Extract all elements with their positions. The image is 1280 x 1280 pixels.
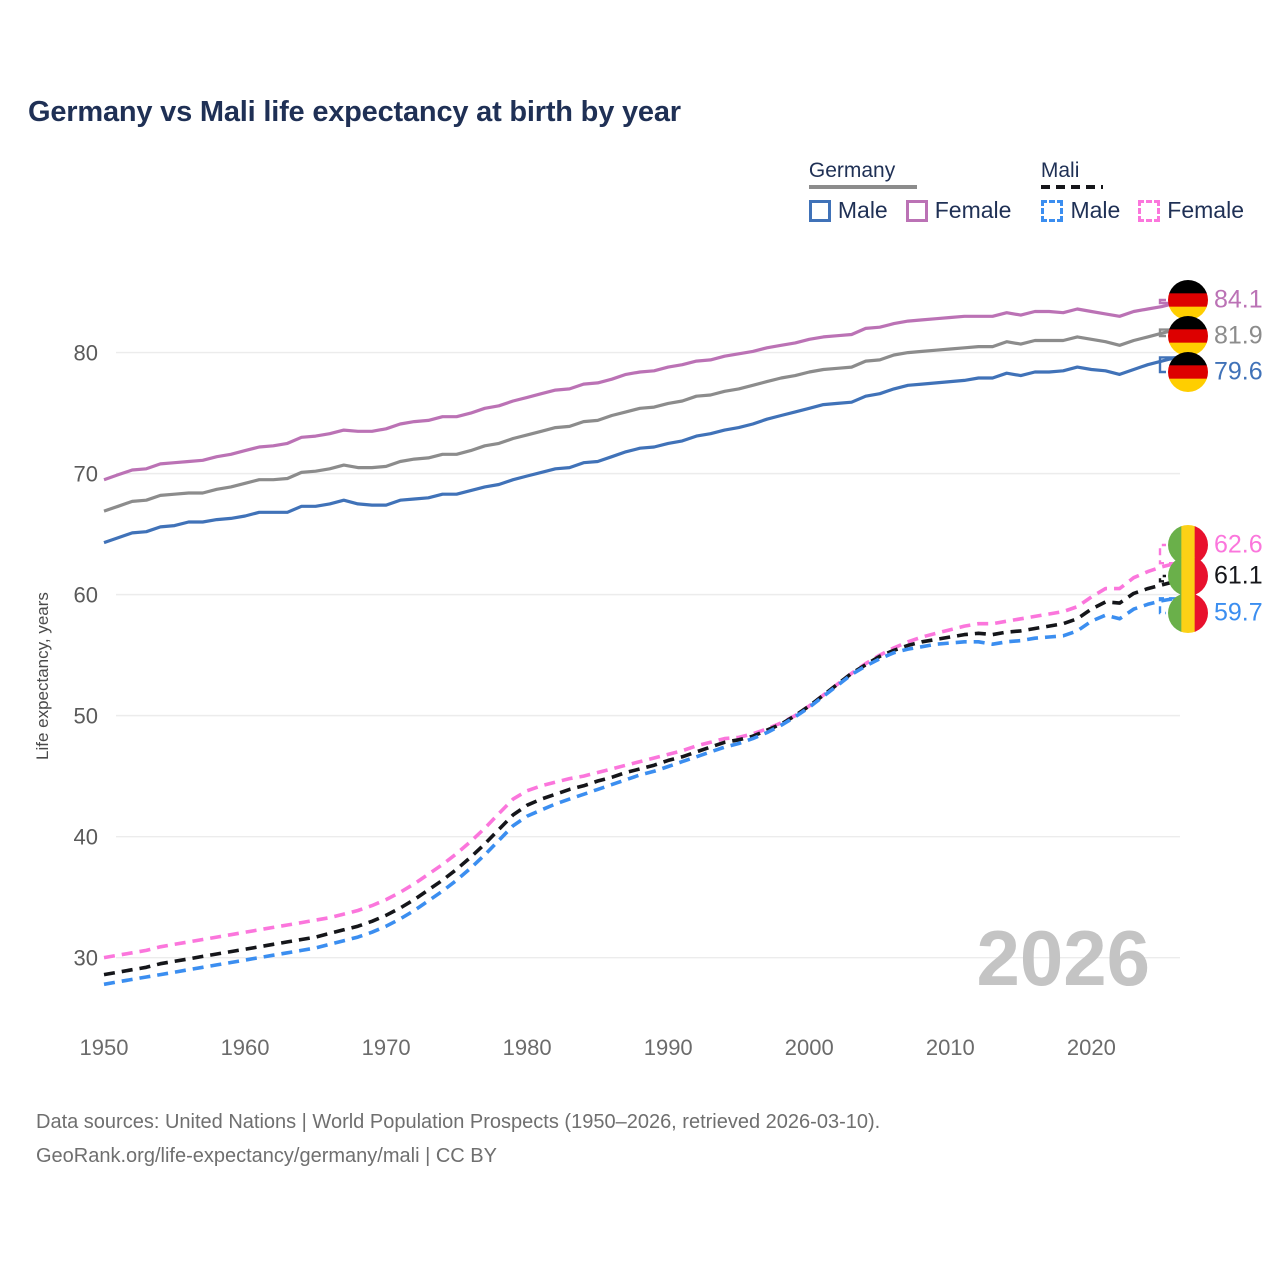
legend-item-germany-female[interactable]: Female — [905, 197, 1012, 224]
page-title: Germany vs Mali life expectancy at birth… — [28, 96, 681, 128]
legend-item-label: Female — [934, 197, 1012, 224]
y-tick-label: 60 — [74, 583, 98, 608]
legend-item-mali-female[interactable]: Female — [1138, 197, 1244, 224]
y-tick-label: 50 — [74, 704, 98, 729]
end-value-label: 59.7 — [1214, 599, 1263, 627]
y-tick-label: 30 — [74, 946, 98, 971]
legend-item-label: Male — [837, 197, 888, 224]
legend-swatch-icon — [808, 199, 831, 222]
footer-attribution: Data sources: United Nations | World Pop… — [36, 1105, 880, 1174]
legend-rule-solid — [808, 185, 917, 190]
end-connector — [1158, 543, 1176, 565]
legend-group-germany-label: Germany — [808, 159, 896, 182]
flag-icon-mali — [1168, 556, 1208, 596]
legend-group-mali: Mali — [1040, 159, 1103, 190]
x-tick-label: 1980 — [503, 1035, 552, 1060]
series-line-germany-female — [103, 301, 1177, 482]
y-axis-title: Life expectancy, years — [33, 592, 52, 760]
legend-item-mali-male[interactable]: Male — [1041, 197, 1120, 224]
legend-group-mali-label: Mali — [1040, 159, 1080, 182]
series-line-mali-male — [103, 596, 1177, 987]
end-connector — [1158, 328, 1176, 338]
footer-line-sources: Data sources: United Nations | World Pop… — [36, 1111, 881, 1133]
legend-group-headings: Germany Mali — [808, 159, 1103, 190]
flag-icon-germany — [1168, 280, 1208, 320]
legend-swatch-icon — [905, 199, 928, 222]
chart-legend: Germany Mali Male Female Male Female — [808, 159, 1244, 224]
flag-icon-germany — [1168, 352, 1208, 392]
legend-rule-dashed — [1040, 185, 1103, 190]
end-value-label: 61.1 — [1214, 562, 1263, 590]
line-chart: 30 40 50 60 70 80 1950 1960 1970 1980 1990 2000 201… — [33, 280, 1263, 1060]
year-watermark: 2026 — [976, 914, 1150, 1002]
series-line-mali-female — [103, 561, 1177, 960]
x-tick-label: 1960 — [221, 1035, 270, 1060]
x-tick-label: 1970 — [362, 1035, 411, 1060]
series-line-mali-total — [103, 579, 1177, 977]
chart-gridlines — [116, 351, 1180, 959]
x-tick-label: 1950 — [80, 1035, 129, 1060]
end-value-label: 79.6 — [1214, 358, 1263, 386]
footer-line-url: GeoRank.org/life-expectancy/germany/mali… — [36, 1145, 497, 1168]
flag-icon-mali — [1168, 525, 1208, 565]
legend-entries: Male Female Male Female — [808, 197, 1244, 224]
x-tick-label: 1990 — [644, 1035, 693, 1060]
y-axis-tick-labels: 30 40 50 60 70 80 — [74, 341, 98, 971]
x-tick-label: 2020 — [1067, 1035, 1116, 1060]
x-tick-label: 2000 — [785, 1035, 834, 1060]
legend-swatch-icon — [1041, 199, 1064, 222]
legend-group-germany: Germany — [808, 159, 1041, 190]
series-line-germany-total — [103, 328, 1177, 513]
flag-icon-mali — [1168, 593, 1208, 633]
legend-item-germany-male[interactable]: Male — [808, 197, 888, 224]
legend-item-label: Male — [1070, 197, 1121, 224]
chart-series-lines — [103, 301, 1177, 987]
end-value-label: 81.9 — [1214, 322, 1263, 350]
end-value-label: 84.1 — [1214, 286, 1263, 314]
legend-swatch-icon — [1138, 199, 1161, 222]
y-tick-label: 70 — [74, 462, 98, 487]
end-connector — [1158, 298, 1176, 305]
flag-icon-germany — [1168, 316, 1208, 356]
end-connector — [1158, 356, 1176, 374]
x-axis-tick-labels: 1950 1960 1970 1980 1990 2000 2010 2020 — [80, 1035, 1116, 1060]
end-value-label: 62.6 — [1214, 531, 1263, 559]
series-line-germany-male — [103, 355, 1177, 545]
x-tick-label: 2010 — [926, 1035, 975, 1060]
y-tick-label: 40 — [74, 825, 98, 850]
end-connector — [1158, 574, 1176, 583]
y-tick-label: 80 — [74, 341, 98, 366]
legend-item-label: Female — [1167, 197, 1244, 224]
series-end-markers: 84.1 81.9 79.6 62.6 61.1 59.7 — [1158, 280, 1263, 633]
